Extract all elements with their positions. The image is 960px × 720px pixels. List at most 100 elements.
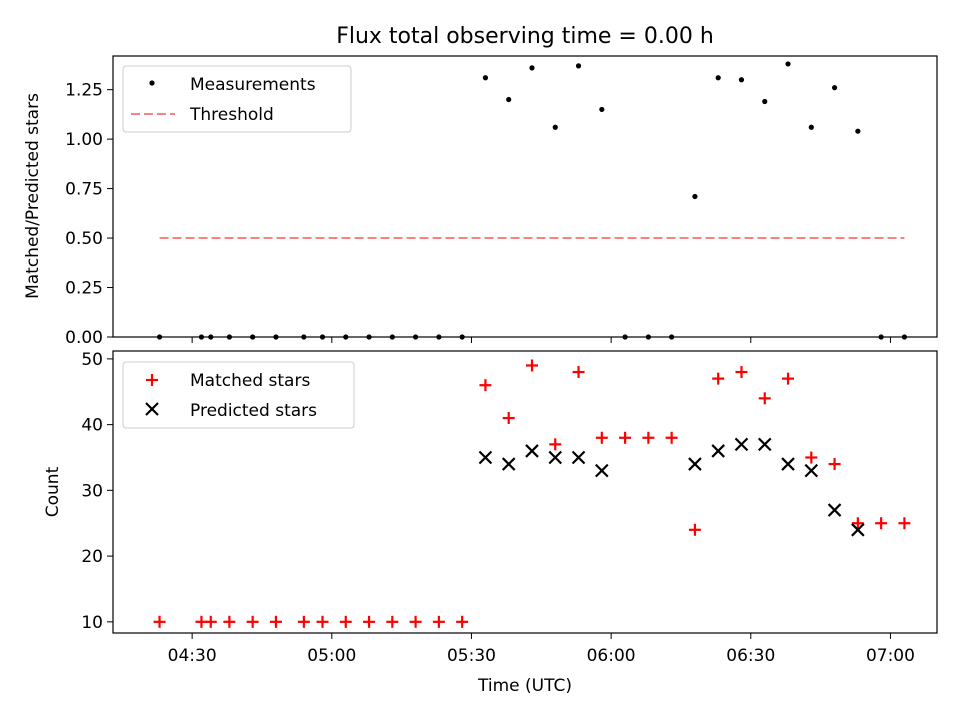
top-y-tick-label: 0.25 [65,279,103,299]
bottom-legend: Matched stars Predicted stars [122,361,355,429]
matched-star-point [851,517,864,530]
top-x-ticks [191,337,891,343]
predicted-star-point [804,463,819,478]
legend-matched-label: Matched stars [190,371,310,391]
measurement-point [529,65,535,71]
matched-star-point [339,615,352,628]
matched-star-point [758,392,771,405]
matched-star-point [572,366,585,379]
top-y-tick-label: 0.00 [65,328,103,348]
measurement-point [808,124,814,130]
bottom-marks [153,359,911,628]
predicted-star-point [595,463,609,478]
predicted-star-stroke [757,437,772,452]
predicted-star-stroke [525,444,539,458]
bottom-y-tick-label: 50 [81,350,103,370]
matched-star-point [875,517,888,530]
matched-star-point [204,615,217,628]
predicted-star-point [757,437,772,452]
matched-star-point [386,615,399,628]
matched-star-point [316,615,329,628]
measurement-point [552,124,558,130]
x-tick-label: 04:30 [168,646,217,666]
predicted-star-stroke [804,463,819,478]
matched-star-point [223,615,236,628]
x-tick-label: 06:00 [587,646,636,666]
measurement-point [506,96,512,103]
top-panel: 0.00 0.25 0.50 0.75 1.00 1.25 Matched/Predict… [23,55,938,348]
measurement-point [855,128,861,134]
predicted-star-point [688,457,702,471]
matched-star-point [409,615,422,628]
predicted-star-stroke [688,457,702,471]
predicted-star-stroke [851,523,865,537]
matched-star-point [735,366,748,379]
matched-star-point [642,431,655,444]
matched-star-point [525,359,538,372]
bottom-panel: 10 20 30 40 50 04:30 05:00 05:30 06:00 06:30 07:0… [43,350,938,696]
measurement-point [715,75,721,81]
top-y-tick-label: 0.50 [65,229,103,249]
top-y-tick-label: 1.00 [65,130,103,150]
predicted-star-stroke [571,450,586,465]
matched-star-point [828,458,841,471]
x-tick-label: 05:30 [447,646,496,666]
matched-star-point [805,451,818,464]
predicted-star-stroke [548,450,563,465]
matched-star-point [712,372,725,385]
measurement-point [785,61,791,67]
bottom-y-axis-label: Count [43,466,63,517]
measurement-point [599,106,605,113]
matched-star-point [456,615,469,628]
chart-title: Flux total observing time = 0.00 h [336,24,714,49]
matched-star-point [898,517,911,530]
measurement-point [831,85,838,91]
predicted-star-stroke [734,437,749,452]
matched-star-point [479,379,492,392]
predicted-star-stroke [781,457,795,471]
measurement-point [575,63,582,69]
legend-predicted-label: Predicted stars [190,401,317,421]
top-y-axis-label: Matched/Predicted stars [23,93,43,299]
top-y-tick-label: 0.75 [65,180,103,200]
legend-predicted-marker [145,402,159,416]
legend-measurements-marker [149,80,155,86]
x-tick-label: 06:30 [726,646,775,666]
predicted-star-point [571,450,586,465]
predicted-star-point [851,523,865,537]
matched-star-point [363,615,376,628]
measurement-point [692,193,698,200]
bottom-y-tick-label: 10 [81,613,103,633]
matched-star-point [432,615,445,628]
predicted-star-point [525,444,539,458]
predicted-star-point [734,437,749,452]
predicted-star-point [548,450,563,465]
legend-measurements-label: Measurements [190,75,316,95]
predicted-star-stroke [501,457,516,471]
legend-threshold-label: Threshold [189,105,274,125]
x-tick-label: 07:00 [866,646,915,666]
top-y-ticks: 0.00 0.25 0.50 0.75 1.00 1.25 [65,81,113,348]
predicted-star-point [501,457,516,471]
matched-star-point [549,438,562,451]
matched-star-point [595,431,608,444]
predicted-star-stroke [711,444,725,458]
matched-star-point [153,615,166,628]
measurement-point [482,75,489,81]
predicted-star-point [781,457,795,471]
bottom-x-ticks: 04:30 05:00 05:30 06:00 06:30 07:00 [168,633,915,666]
matched-star-point [297,615,310,628]
predicted-star-point [478,450,493,465]
bottom-axes-frame [112,350,938,634]
bottom-y-ticks: 10 20 30 40 50 [81,350,113,633]
matched-star-point [269,615,282,628]
top-legend-box [122,65,352,133]
bottom-y-tick-label: 30 [81,481,103,501]
legend-matched-marker [146,374,158,386]
matched-star-point [502,412,515,425]
predicted-star-stroke [595,463,609,478]
x-tick-label: 05:00 [307,646,356,666]
bottom-legend-box [122,361,355,429]
predicted-star-point [827,503,842,517]
